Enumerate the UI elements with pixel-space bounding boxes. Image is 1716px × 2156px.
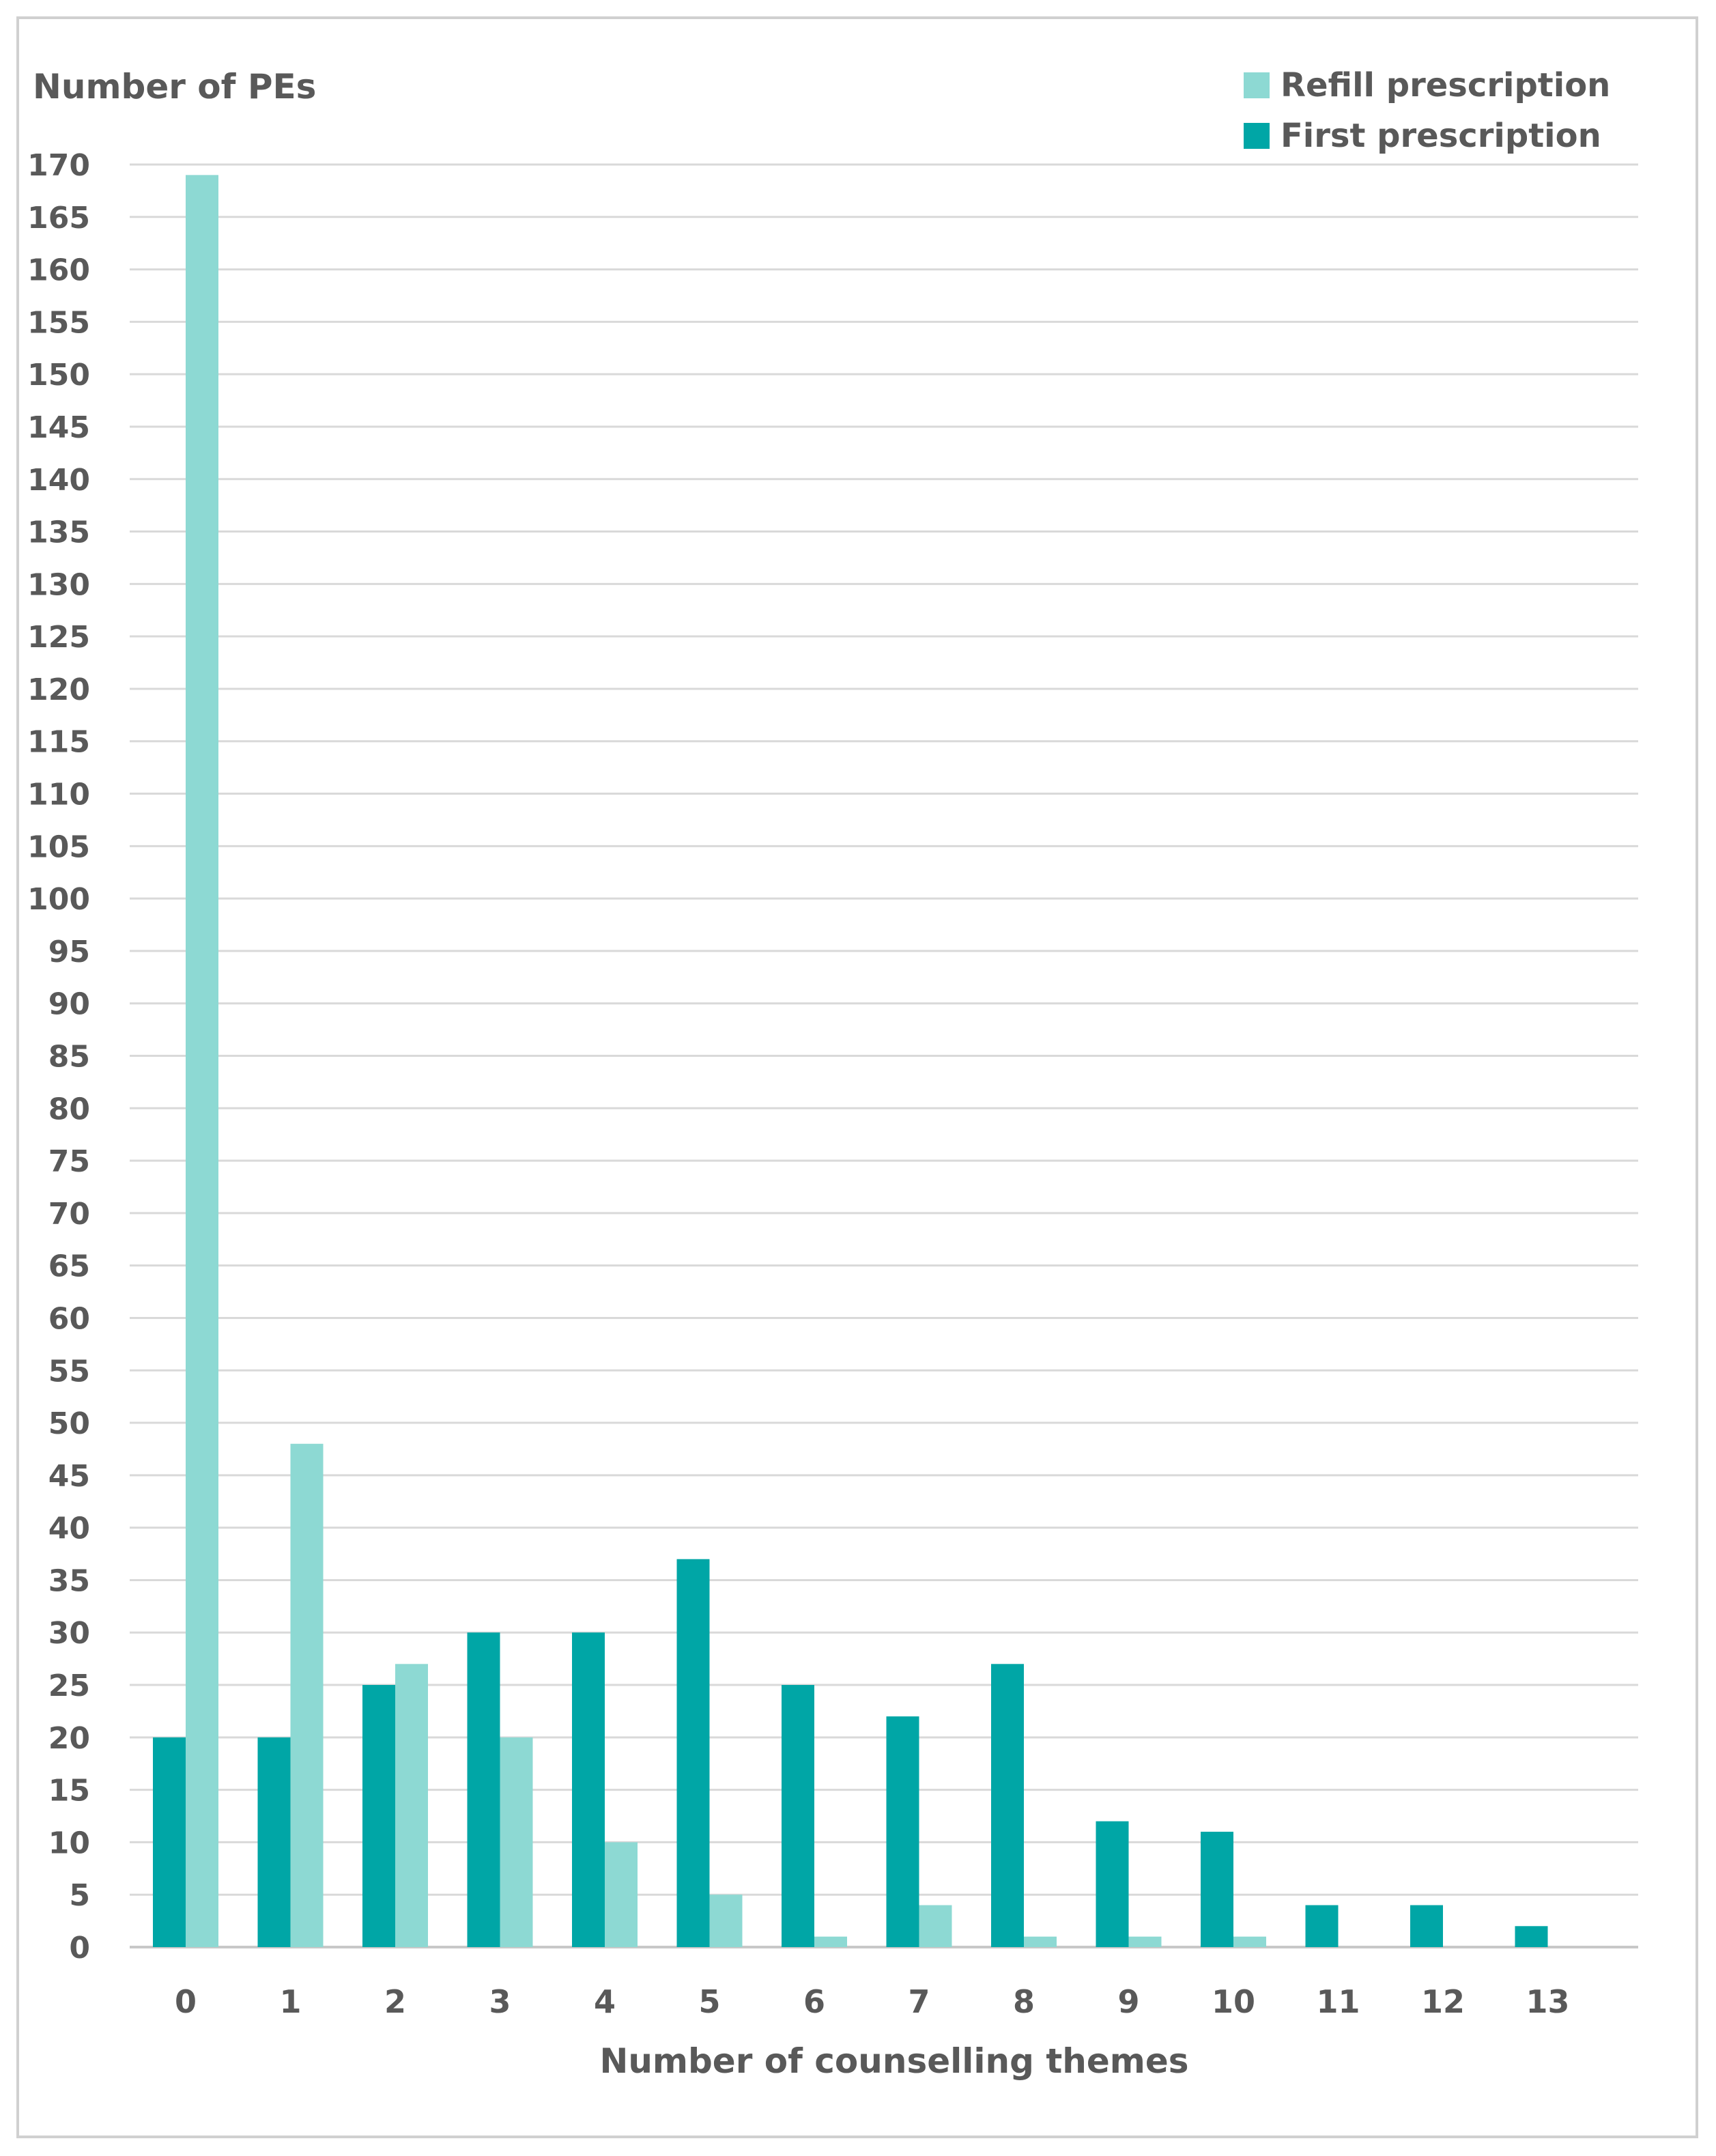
y-tick-label: 95 bbox=[48, 935, 90, 969]
y-tick-label: 25 bbox=[48, 1669, 90, 1703]
bar-first-7 bbox=[886, 1716, 919, 1947]
y-tick-label: 80 bbox=[48, 1092, 90, 1126]
bar-first-11 bbox=[1305, 1905, 1339, 1947]
bar-first-1 bbox=[257, 1737, 291, 1947]
bar-refill-4 bbox=[605, 1842, 638, 1947]
x-tick-label: 12 bbox=[1421, 1983, 1465, 2020]
y-tick-label: 160 bbox=[27, 253, 90, 288]
y-tick-label: 100 bbox=[27, 882, 90, 917]
x-tick-label: 9 bbox=[1117, 1983, 1139, 2020]
y-tick-label: 120 bbox=[27, 672, 90, 707]
x-axis-title: Number of counselling themes bbox=[599, 2041, 1189, 2081]
bar-first-0 bbox=[153, 1737, 186, 1947]
bar-first-10 bbox=[1201, 1832, 1233, 1947]
x-tick-labels: 0 1 2 3 4 5 6 7 8 9 10 11 12 13 bbox=[175, 1983, 1570, 2020]
y-axis-title: Number of PEs bbox=[33, 67, 317, 107]
y-tick-labels: 0 5 10 15 20 25 30 35 40 45 50 55 60 65 70 75 80 85 90 95 10… bbox=[27, 148, 90, 1966]
y-tick-label: 60 bbox=[48, 1301, 90, 1336]
bar-first-6 bbox=[782, 1685, 814, 1947]
x-tick-label: 3 bbox=[489, 1983, 511, 2020]
legend: Refill prescription First prescription bbox=[1244, 60, 1610, 161]
y-tick-label: 110 bbox=[27, 778, 90, 812]
bar-first-3 bbox=[467, 1632, 500, 1947]
bar-refill-6 bbox=[814, 1936, 847, 1947]
bar-refill-0 bbox=[186, 175, 218, 1947]
legend-label-first: First prescription bbox=[1281, 117, 1601, 155]
y-tick-label: 0 bbox=[69, 1931, 90, 1966]
bar-first-2 bbox=[362, 1685, 395, 1947]
y-tick-label: 30 bbox=[48, 1616, 90, 1651]
bar-refill-10 bbox=[1233, 1936, 1266, 1947]
y-tick-label: 155 bbox=[27, 305, 90, 340]
legend-item-first: First prescription bbox=[1244, 111, 1610, 161]
y-tick-label: 50 bbox=[48, 1406, 90, 1441]
y-tick-label: 35 bbox=[48, 1563, 90, 1598]
y-tick-label: 140 bbox=[27, 463, 90, 498]
y-tick-label: 135 bbox=[27, 515, 90, 550]
y-tick-label: 5 bbox=[69, 1878, 90, 1913]
bar-refill-2 bbox=[395, 1664, 428, 1947]
bar-refill-7 bbox=[919, 1905, 952, 1947]
y-tick-label: 115 bbox=[27, 725, 90, 760]
x-tick-label: 4 bbox=[594, 1983, 616, 2020]
gridlines bbox=[130, 163, 1638, 1948]
y-tick-label: 20 bbox=[48, 1721, 90, 1756]
y-tick-label: 170 bbox=[27, 148, 90, 183]
x-tick-label: 13 bbox=[1526, 1983, 1569, 2020]
x-tick-label: 11 bbox=[1316, 1983, 1360, 2020]
x-tick-label: 6 bbox=[803, 1983, 825, 2020]
y-tick-label: 40 bbox=[48, 1512, 90, 1546]
bar-refill-3 bbox=[500, 1737, 533, 1947]
y-tick-label: 75 bbox=[48, 1144, 90, 1179]
y-tick-label: 70 bbox=[48, 1197, 90, 1232]
x-tick-label: 0 bbox=[175, 1983, 197, 2020]
y-tick-label: 145 bbox=[27, 410, 90, 445]
x-tick-label: 5 bbox=[698, 1983, 720, 2020]
bar-refill-1 bbox=[290, 1443, 324, 1947]
y-tick-label: 165 bbox=[27, 201, 90, 236]
x-tick-label: 10 bbox=[1212, 1983, 1255, 2020]
x-tick-label: 7 bbox=[908, 1983, 930, 2020]
bar-refill-5 bbox=[709, 1895, 743, 1947]
legend-label-refill: Refill prescription bbox=[1281, 66, 1611, 104]
y-tick-label: 10 bbox=[48, 1826, 90, 1860]
y-tick-label: 130 bbox=[27, 567, 90, 602]
bar-first-12 bbox=[1410, 1905, 1443, 1947]
bar-first-5 bbox=[676, 1559, 710, 1947]
bar-refill-8 bbox=[1024, 1936, 1057, 1947]
y-tick-label: 85 bbox=[48, 1040, 90, 1075]
y-tick-label: 90 bbox=[48, 987, 90, 1022]
bar-first-9 bbox=[1096, 1821, 1129, 1947]
y-tick-label: 65 bbox=[48, 1249, 90, 1284]
y-tick-label: 15 bbox=[48, 1774, 90, 1809]
x-tick-label: 2 bbox=[384, 1983, 406, 2020]
x-tick-label: 1 bbox=[279, 1983, 301, 2020]
bar-first-8 bbox=[991, 1664, 1024, 1947]
y-tick-label: 105 bbox=[27, 829, 90, 864]
bar-refill-9 bbox=[1128, 1936, 1162, 1947]
bars bbox=[153, 175, 1548, 1947]
legend-item-refill: Refill prescription bbox=[1244, 60, 1610, 111]
y-tick-label: 125 bbox=[27, 620, 90, 655]
legend-swatch-first bbox=[1244, 123, 1270, 149]
y-tick-label: 55 bbox=[48, 1354, 90, 1389]
bar-first-13 bbox=[1515, 1926, 1548, 1947]
y-tick-label: 45 bbox=[48, 1459, 90, 1494]
legend-swatch-refill bbox=[1244, 72, 1270, 98]
y-tick-label: 150 bbox=[27, 358, 90, 393]
bar-first-4 bbox=[572, 1632, 605, 1947]
x-tick-label: 8 bbox=[1013, 1983, 1035, 2020]
